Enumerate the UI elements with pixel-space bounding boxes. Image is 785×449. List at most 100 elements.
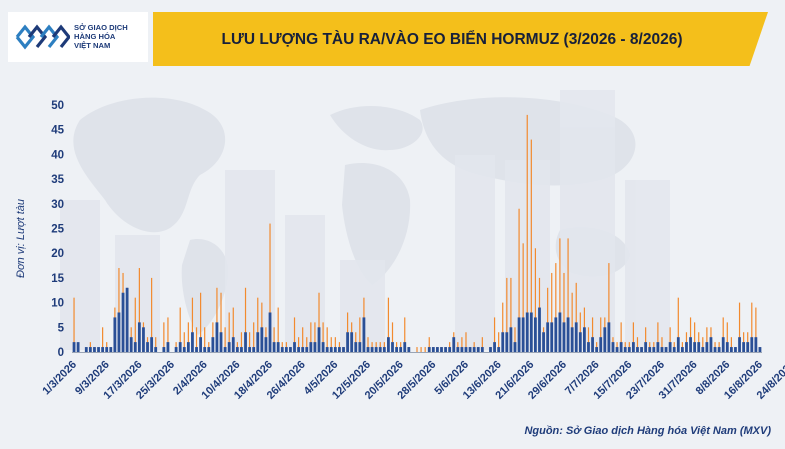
bar-blue (325, 347, 329, 352)
bar-blue (223, 347, 227, 352)
bar-blue (121, 292, 125, 352)
bar-blue (427, 347, 431, 352)
bar-blue (574, 322, 578, 352)
y-tick-label: 15 (51, 273, 64, 285)
bar-orange (151, 277, 153, 352)
bar-blue (431, 347, 435, 352)
bar-orange (200, 292, 202, 352)
bar-blue (313, 342, 317, 352)
bar-orange (387, 297, 390, 352)
logo-line-1: SỞ GIAO DỊCH (74, 23, 128, 32)
bar-blue (497, 347, 501, 352)
bar-blue (166, 342, 170, 352)
bar-orange (269, 223, 271, 352)
bar-blue (284, 347, 288, 352)
y-tick-label: 40 (51, 149, 64, 161)
logo-line-2: HÀNG HÓA (74, 32, 116, 41)
bar-orange (216, 287, 218, 352)
bar-orange (751, 302, 753, 352)
bar-blue (513, 342, 517, 352)
bar-orange (571, 292, 573, 352)
bar-orange (575, 282, 577, 352)
bar-blue (631, 342, 635, 352)
bar-blue (460, 347, 464, 352)
bar-blue (125, 287, 129, 352)
bar-blue (317, 327, 321, 352)
bar-blue (456, 347, 460, 352)
bar-orange (249, 332, 251, 352)
bar-orange (608, 263, 610, 352)
bar-blue (534, 317, 537, 352)
bar-blue (758, 347, 762, 352)
bar-blue (619, 342, 623, 352)
bar-blue (235, 347, 239, 352)
bar-blue (672, 347, 676, 352)
bar-blue (685, 342, 688, 352)
bar-orange (677, 297, 679, 352)
bar-blue (570, 327, 574, 352)
bar-blue (333, 347, 337, 352)
bar-blue (542, 332, 545, 352)
bar-orange (694, 322, 696, 352)
bar-blue (550, 322, 554, 352)
bar-blue (248, 347, 251, 352)
bar-blue (680, 347, 684, 352)
bar-orange (669, 327, 671, 352)
bar-blue (652, 347, 656, 352)
bar-orange (314, 322, 316, 352)
bar-blue (378, 347, 382, 352)
bar-orange (424, 347, 426, 352)
bar-blue (701, 347, 705, 352)
bar-orange (591, 317, 594, 352)
bar-blue (615, 347, 619, 352)
bar-blue (668, 342, 672, 352)
y-tick-label: 50 (51, 100, 64, 112)
bar-blue (88, 347, 92, 352)
bar-blue (215, 322, 219, 352)
bar-orange (330, 337, 332, 352)
title-band: LƯU LƯỢNG TÀU RA/VÀO EO BIỂN HORMUZ (3/2… (153, 12, 768, 66)
bar-blue (219, 332, 223, 352)
bar-orange (722, 317, 724, 352)
logo-text: SỞ GIAO DỊCH HÀNG HÓA VIỆT NAM (74, 23, 148, 50)
bar-blue (211, 337, 215, 352)
bar-blue (705, 342, 709, 352)
bar-orange (302, 327, 304, 352)
bar-orange (257, 297, 259, 352)
bar-orange (636, 337, 639, 352)
bar-blue (137, 322, 141, 352)
bar-blue (101, 347, 105, 352)
bar-blue (72, 342, 76, 352)
bar-blue (231, 337, 235, 352)
bar-blue (407, 347, 411, 352)
bar-blue (583, 327, 586, 352)
bar-blue (697, 342, 701, 352)
bar-orange (481, 337, 483, 352)
bar-orange (367, 337, 369, 352)
bar-orange (534, 248, 536, 352)
bar-blue (644, 342, 648, 352)
bar-orange (195, 327, 198, 352)
mxv-logo-icon (15, 24, 70, 50)
bar-orange (428, 337, 430, 352)
header: SỞ GIAO DỊCH HÀNG HÓA VIỆT NAM LƯU LƯỢNG… (0, 0, 785, 78)
bar-blue (399, 347, 403, 352)
bar-blue (746, 342, 750, 352)
bar-orange (645, 327, 647, 352)
y-tick-label: 5 (58, 322, 65, 334)
y-tick-label: 0 (58, 347, 64, 359)
bar-orange (730, 337, 732, 352)
bar-blue (742, 342, 746, 352)
bar-blue (370, 347, 374, 352)
bar-orange (298, 337, 300, 352)
bar-blue (525, 312, 529, 352)
bar-orange (502, 302, 504, 352)
bar-orange (232, 307, 234, 352)
bar-orange (224, 327, 226, 352)
bar-blue (182, 347, 186, 352)
bar-orange (755, 307, 757, 352)
bar-blue (452, 337, 456, 352)
bar-orange (416, 347, 418, 352)
bar-orange (73, 297, 75, 352)
